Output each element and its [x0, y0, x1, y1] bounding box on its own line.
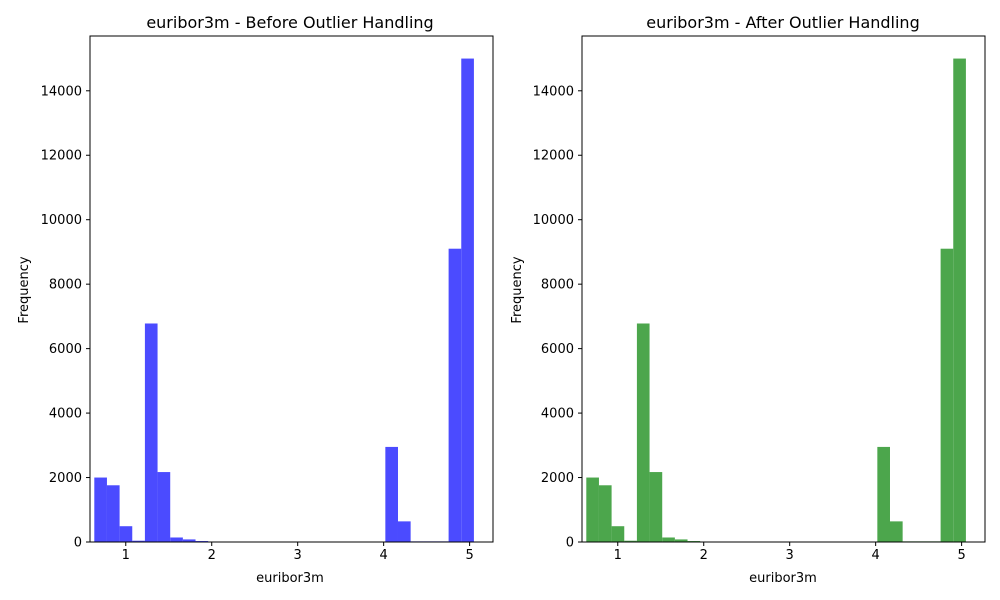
- y-tick-label: 12000: [41, 149, 82, 164]
- x-tick-label: 2: [208, 548, 216, 563]
- y-tick-label: 4000: [541, 407, 574, 422]
- y-tick-label: 2000: [49, 471, 82, 486]
- histogram-bar: [662, 537, 675, 542]
- histogram-bar: [106, 485, 120, 542]
- histogram-bars: [94, 58, 474, 543]
- histogram-bar: [953, 58, 966, 543]
- histogram-bar: [940, 248, 954, 542]
- histogram-bar: [586, 477, 599, 542]
- histogram-bar: [170, 537, 183, 542]
- y-tick-label: 6000: [49, 342, 82, 357]
- histogram-bars: [586, 58, 966, 543]
- y-tick-label: 4000: [49, 407, 82, 422]
- x-tick-label: 2: [700, 548, 708, 563]
- x-tick-label: 5: [465, 548, 473, 563]
- x-tick-label: 3: [786, 548, 794, 563]
- x-axis-ticks: 1 2 3 4 5: [122, 542, 474, 563]
- y-tick-label: 6000: [541, 342, 574, 357]
- histogram-bar: [889, 521, 903, 542]
- y-tick-label: 10000: [41, 213, 82, 228]
- x-tick-label: 4: [872, 548, 880, 563]
- y-tick-label: 0: [566, 536, 574, 551]
- histogram-bar: [598, 485, 612, 542]
- x-axis-label: euribor3m: [749, 571, 817, 586]
- histogram-bar: [182, 539, 196, 542]
- histogram-bar: [674, 539, 688, 542]
- histogram-bar: [94, 477, 107, 542]
- x-tick-label: 5: [957, 548, 965, 563]
- y-axis-label: Frequency: [510, 256, 525, 323]
- y-tick-label: 14000: [41, 84, 82, 99]
- y-tick-label: 0: [74, 536, 82, 551]
- chart-after-outlier-handling: euribor3m - After Outlier Handling eurib…: [510, 13, 986, 586]
- histogram-bar: [448, 248, 462, 542]
- chart-before-outlier-handling: euribor3m - Before Outlier Handling euri…: [17, 13, 494, 586]
- chart-title: euribor3m - Before Outlier Handling: [146, 13, 433, 32]
- x-tick-label: 3: [294, 548, 302, 563]
- histogram-bar: [877, 446, 890, 542]
- histogram-bar: [157, 472, 171, 542]
- y-tick-label: 8000: [541, 278, 574, 293]
- histogram-bar: [611, 526, 625, 542]
- histogram-bar: [385, 446, 398, 542]
- y-tick-label: 10000: [533, 213, 574, 228]
- histogram-bar: [636, 323, 650, 542]
- y-tick-label: 12000: [533, 149, 574, 164]
- y-tick-label: 2000: [541, 471, 574, 486]
- histogram-bar: [397, 521, 411, 542]
- x-tick-label: 1: [614, 548, 622, 563]
- x-axis-ticks: 1 2 3 4 5: [614, 542, 966, 563]
- histogram-bar: [144, 323, 158, 542]
- y-tick-label: 14000: [533, 84, 574, 99]
- histogram-bar: [132, 540, 145, 542]
- x-tick-label: 1: [122, 548, 130, 563]
- x-tick-label: 4: [380, 548, 388, 563]
- histogram-bar: [461, 58, 474, 543]
- y-axis-ticks: 0 2000 4000 6000 8000 10000 12000 14000: [41, 84, 90, 551]
- histogram-bar: [119, 526, 133, 542]
- y-axis-ticks: 0 2000 4000 6000 8000 10000 12000 14000: [533, 84, 582, 551]
- chart-title: euribor3m - After Outlier Handling: [646, 13, 919, 32]
- histogram-bar: [624, 540, 637, 542]
- histogram-bar: [649, 472, 663, 542]
- x-axis-label: euribor3m: [256, 571, 324, 586]
- y-axis-label: Frequency: [17, 256, 32, 323]
- plot-frame: [581, 35, 986, 543]
- y-tick-label: 8000: [49, 278, 82, 293]
- plot-frame: [89, 35, 494, 543]
